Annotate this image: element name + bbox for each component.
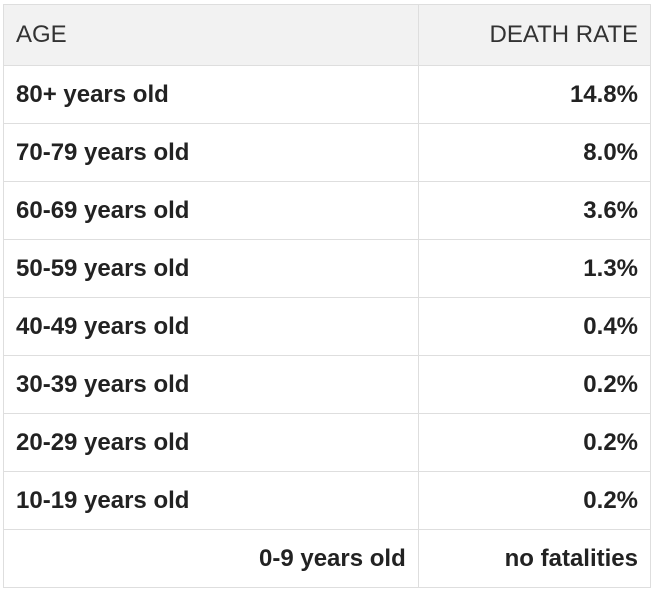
age-cell: 60-69 years old [3, 181, 419, 240]
table-row: 40-49 years old 0.4% [3, 297, 652, 356]
header-death-rate: DEATH RATE [417, 4, 652, 66]
table-body: 80+ years old 14.8% 70-79 years old 8.0%… [3, 65, 652, 588]
rate-cell: 1.3% [417, 239, 652, 298]
age-cell: 40-49 years old [3, 297, 419, 356]
age-cell: 0-9 years old [3, 529, 419, 588]
rate-cell: 0.4% [417, 297, 652, 356]
age-cell: 20-29 years old [3, 413, 419, 472]
rate-cell: 0.2% [417, 355, 652, 414]
age-cell: 30-39 years old [3, 355, 419, 414]
age-cell: 50-59 years old [3, 239, 419, 298]
table-row: 80+ years old 14.8% [3, 65, 652, 124]
rate-cell: no fatalities [417, 529, 652, 588]
rate-cell: 3.6% [417, 181, 652, 240]
table-row: 10-19 years old 0.2% [3, 471, 652, 530]
rate-cell: 0.2% [417, 413, 652, 472]
death-rate-table: AGE DEATH RATE 80+ years old 14.8% 70-79… [3, 4, 652, 588]
header-row: AGE DEATH RATE [3, 4, 652, 66]
table-row: 60-69 years old 3.6% [3, 181, 652, 240]
age-cell: 10-19 years old [3, 471, 419, 530]
table-header: AGE DEATH RATE [3, 4, 652, 66]
age-cell: 70-79 years old [3, 123, 419, 182]
rate-cell: 0.2% [417, 471, 652, 530]
table-row: 20-29 years old 0.2% [3, 413, 652, 472]
table-row: 50-59 years old 1.3% [3, 239, 652, 298]
age-cell: 80+ years old [3, 65, 419, 124]
table-row: 70-79 years old 8.0% [3, 123, 652, 182]
rate-cell: 8.0% [417, 123, 652, 182]
table-row: 0-9 years old no fatalities [3, 529, 652, 588]
header-age: AGE [3, 4, 419, 66]
rate-cell: 14.8% [417, 65, 652, 124]
table-row: 30-39 years old 0.2% [3, 355, 652, 414]
